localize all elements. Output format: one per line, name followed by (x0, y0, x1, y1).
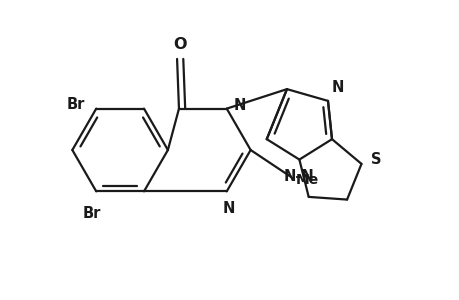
Text: N: N (233, 98, 245, 113)
Text: S: S (370, 152, 381, 166)
Text: N: N (222, 201, 235, 216)
Text: O: O (173, 37, 186, 52)
Text: Me: Me (295, 172, 318, 187)
Text: Br: Br (82, 206, 101, 221)
Text: N-N: N-N (283, 169, 314, 184)
Text: Br: Br (66, 97, 84, 112)
Text: N: N (331, 80, 343, 95)
